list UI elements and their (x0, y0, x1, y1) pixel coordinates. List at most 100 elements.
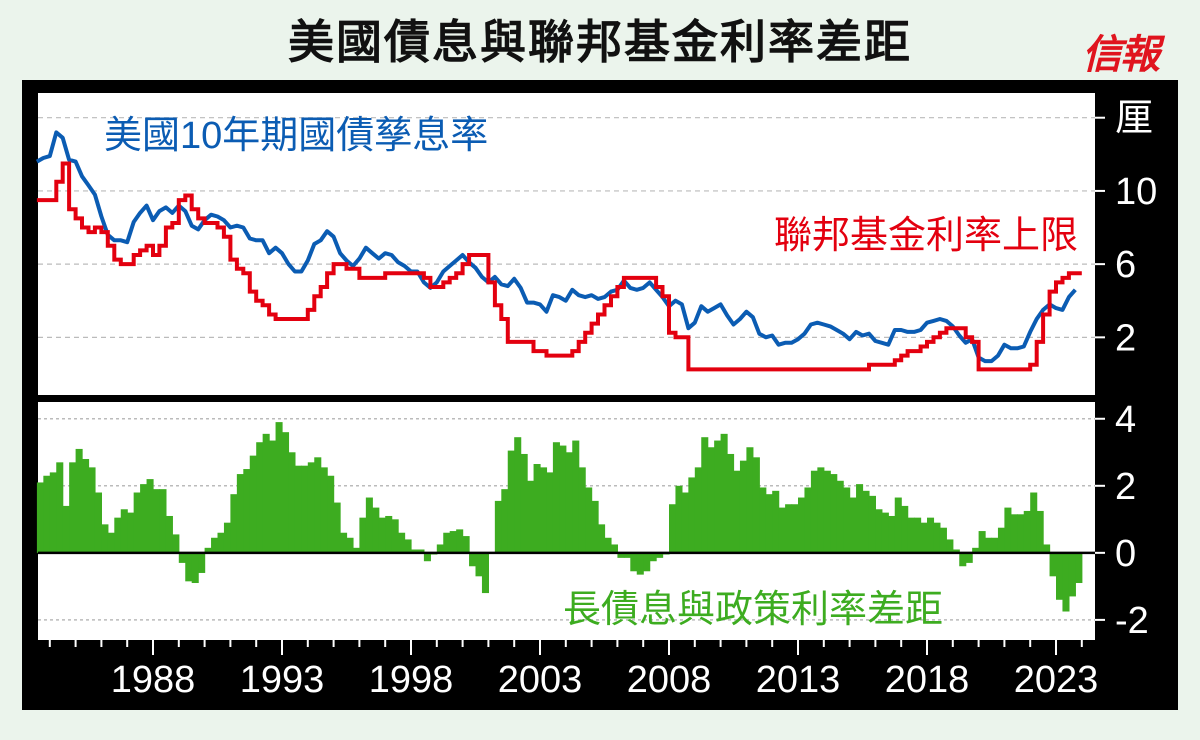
top-y-tick-label: 10 (1115, 171, 1157, 213)
spread-bar (888, 515, 896, 553)
spread-bar (191, 552, 199, 584)
spread-bar (1036, 510, 1044, 553)
spread-bar (901, 505, 909, 553)
legend-label-spread: 長債息與政策利率差距 (563, 589, 943, 631)
spread-bar (1010, 514, 1018, 553)
spread-bar (456, 529, 464, 553)
spread-bar (1056, 552, 1064, 600)
spread-bar (810, 470, 818, 553)
spread-bar (165, 515, 173, 553)
spread-bar (675, 485, 683, 553)
spread-bar (398, 532, 406, 553)
spread-bar (985, 537, 993, 553)
spread-bar (585, 487, 593, 553)
spread-bar (649, 552, 657, 562)
spread-bar (598, 524, 606, 553)
spread-bar (127, 512, 135, 553)
spread-bar (920, 522, 928, 553)
spread-bar (752, 457, 760, 553)
spread-bar (1023, 510, 1031, 553)
spread-bar (572, 440, 580, 553)
top-y-tick-label: 6 (1115, 244, 1136, 286)
spread-bar (527, 480, 535, 553)
spread-bar (378, 517, 386, 553)
spread-bar (836, 480, 844, 553)
spread-bar (669, 504, 677, 553)
spread-bar (540, 467, 548, 553)
top-y-tick-label: 厘 (1115, 98, 1153, 140)
spread-bar (275, 422, 283, 553)
spread-bar (746, 447, 754, 553)
spread-bar (1004, 507, 1012, 553)
spread-bar (772, 490, 780, 553)
spread-bar (843, 487, 851, 553)
spread-bar (462, 536, 470, 553)
spread-bar (604, 537, 612, 553)
spread-bar (1049, 552, 1057, 577)
spread-bar (856, 484, 864, 553)
spread-bar (643, 552, 651, 572)
spread-bar (688, 477, 696, 553)
spread-bar (82, 458, 90, 553)
spread-bar (320, 467, 328, 553)
spread-bar (365, 497, 373, 553)
spread-bar (927, 517, 935, 553)
legend-label-10y: 美國10年期國債孳息率 (104, 115, 488, 157)
x-tick-label: 1988 (111, 659, 196, 701)
spread-bar (294, 465, 302, 553)
legend-label-fed: 聯邦基金利率上限 (774, 215, 1078, 257)
bottom-y-tick-label: 0 (1115, 533, 1136, 575)
spread-bar (211, 537, 219, 553)
spread-bar (610, 544, 618, 553)
spread-bar (120, 509, 128, 553)
spread-bar (830, 474, 838, 553)
spread-bar (340, 532, 348, 553)
spread-bar (198, 552, 206, 573)
spread-bar (385, 515, 393, 553)
spread-bar (417, 549, 425, 553)
spread-bar (1075, 552, 1083, 584)
spread-bar (765, 494, 773, 553)
spread-bar (656, 552, 664, 558)
spread-bar (946, 539, 954, 553)
spread-bar (881, 512, 889, 553)
spread-bar (140, 484, 148, 553)
spread-bar (88, 467, 96, 553)
spread-bar (978, 531, 986, 553)
spread-bar (520, 453, 528, 553)
spread-bar (178, 552, 186, 563)
x-tick-label: 2003 (498, 659, 583, 701)
spread-bar (391, 519, 399, 553)
spread-bar (565, 452, 573, 553)
spread-bar (817, 467, 825, 553)
spread-bar (449, 531, 457, 553)
spread-bar (185, 552, 193, 582)
x-tick-label: 2013 (756, 659, 841, 701)
spread-bar (146, 479, 154, 553)
spread-bar (262, 433, 270, 553)
spread-bar (714, 440, 722, 553)
spread-bar (907, 517, 915, 553)
spread-bar (411, 549, 419, 553)
spread-bar (804, 487, 812, 553)
spread-bar (236, 474, 244, 553)
chart-title: 美國債息與聯邦基金利率差距 (288, 15, 912, 69)
spread-bar (423, 552, 431, 562)
spread-bar (991, 537, 999, 553)
spread-bar (1030, 492, 1038, 553)
spread-bar (552, 442, 560, 553)
x-tick-label: 2018 (885, 659, 970, 701)
spread-bar (114, 517, 122, 553)
spread-bar (733, 470, 741, 553)
spread-bar (914, 517, 922, 553)
spread-bar (159, 489, 167, 553)
spread-bar (1068, 552, 1076, 597)
spread-bar (933, 522, 941, 553)
x-tick-label: 1998 (369, 659, 454, 701)
spread-bar (49, 472, 57, 553)
spread-bar (249, 455, 257, 553)
spread-bar (972, 547, 980, 553)
spread-bar (481, 552, 489, 594)
spread-bar (959, 552, 967, 567)
